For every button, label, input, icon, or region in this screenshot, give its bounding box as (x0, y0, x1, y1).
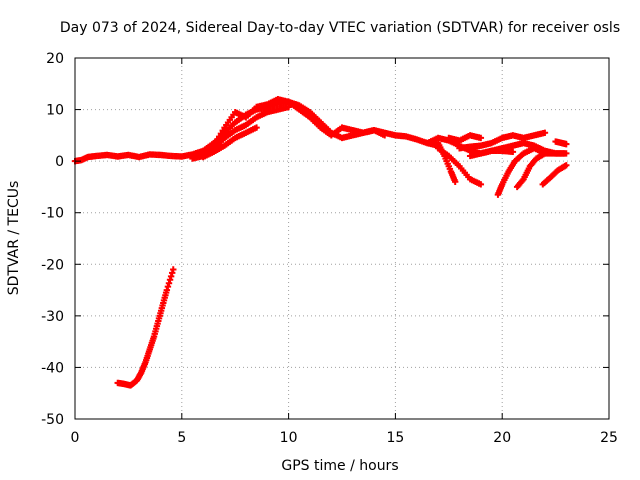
x-tick-labels: 0 5 10 15 20 25 (71, 430, 618, 446)
y-axis-label: SDTVAR / TECUs (6, 181, 22, 296)
data-point (168, 269, 176, 277)
data-point (165, 279, 173, 287)
series-arc-dip-2 (513, 150, 568, 191)
data-point (560, 150, 568, 157)
x-axis-label: GPS time / hours (281, 458, 398, 474)
x-tick-label: 20 (493, 430, 511, 446)
data-point (509, 148, 517, 156)
data-point (563, 162, 570, 169)
data-point (381, 132, 388, 139)
series-arc-steep (114, 266, 177, 389)
series-arc-mid (189, 103, 292, 162)
data-point (452, 178, 459, 185)
data-point (253, 124, 260, 131)
series-arc-late-4 (445, 132, 485, 144)
data-points (71, 96, 570, 389)
x-tick-label: 15 (386, 430, 404, 446)
y-tick-label: -40 (41, 360, 64, 376)
y-tick-label: 20 (46, 51, 64, 67)
x-tick-label: 0 (71, 430, 80, 446)
data-point (541, 129, 549, 136)
data-point (477, 181, 485, 188)
y-tick-label: -10 (41, 206, 64, 222)
series-arc-dip-3 (539, 162, 570, 188)
series-arc-late-6 (466, 147, 517, 160)
data-point (170, 266, 177, 273)
data-point (164, 283, 172, 290)
axis-ticks (74, 57, 610, 420)
y-tick-label: 10 (46, 103, 64, 119)
chart-title: Day 073 of 2024, Sidereal Day-to-day VTE… (60, 20, 620, 36)
series-arc-end (552, 138, 570, 148)
data-point (285, 103, 292, 111)
y-tick-label: -20 (41, 257, 64, 273)
series-arc-late-5 (456, 129, 549, 152)
data-point (477, 134, 485, 142)
plot-frame (74, 57, 610, 420)
data-point (167, 273, 175, 280)
y-tick-label: 0 (55, 154, 64, 170)
data-point (563, 140, 570, 148)
grid (75, 58, 609, 419)
y-tick-label: -30 (41, 309, 64, 325)
y-tick-label: -50 (41, 412, 64, 428)
data-point (166, 276, 174, 283)
x-tick-label: 10 (280, 430, 298, 446)
series-arc-lower (199, 124, 260, 161)
x-tick-label: 5 (177, 430, 186, 446)
data-point (163, 286, 171, 294)
y-tick-labels: -50 -40 -30 -20 -10 0 10 20 (41, 51, 64, 428)
x-tick-label: 25 (600, 430, 618, 446)
series-arc-late-3 (434, 139, 459, 185)
